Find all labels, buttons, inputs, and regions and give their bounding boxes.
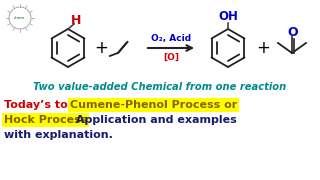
Text: Today’s topic:: Today’s topic: <box>4 100 94 110</box>
Text: H: H <box>71 15 81 28</box>
Text: Hock Process: Hock Process <box>4 115 87 125</box>
Text: Two value-added Chemical from one reaction: Two value-added Chemical from one reacti… <box>33 82 287 92</box>
Text: with explanation.: with explanation. <box>4 130 113 140</box>
Text: O₂, Acid: O₂, Acid <box>151 33 191 42</box>
Text: +: + <box>94 39 108 57</box>
Text: Application and examples: Application and examples <box>72 115 237 125</box>
Text: chem: chem <box>14 16 26 20</box>
Text: Cumene-Phenol Process or: Cumene-Phenol Process or <box>70 100 237 110</box>
Text: +: + <box>256 39 270 57</box>
Text: [O]: [O] <box>163 53 179 62</box>
Text: OH: OH <box>218 10 238 24</box>
Text: O: O <box>288 26 298 39</box>
